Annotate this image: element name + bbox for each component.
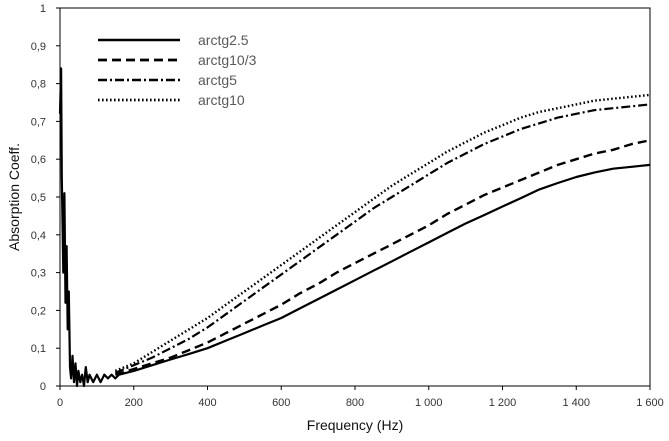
series-line-2: [114, 139, 651, 376]
y-tick-label: 0,6: [31, 154, 46, 166]
x-tick-label: 1 000: [415, 397, 443, 409]
legend-label-3: arctg5: [198, 72, 237, 88]
legend-label-2: arctg10/3: [198, 52, 257, 68]
series-line-3: [114, 103, 651, 374]
y-axis-title: Absorption Coeff.: [6, 143, 22, 251]
tick-labels: 0 0,1 0,2 0,3 0,4 0,5 0,6 0,7 0,8 0,9 1 0 200 400 600 8…: [31, 3, 664, 409]
y-tick-label: 0: [40, 381, 46, 393]
y-tick-label: 0,4: [31, 230, 46, 242]
y-tick-label: 0,8: [31, 79, 46, 91]
x-tick-label: 200: [125, 397, 143, 409]
legend-label-1: arctg2.5: [198, 32, 249, 48]
x-tick-label: 600: [272, 397, 290, 409]
x-axis-title: Frequency (Hz): [307, 417, 403, 433]
y-tick-label: 1: [40, 3, 46, 15]
legend-label-4: arctg10: [198, 92, 245, 108]
y-tick-label: 0,2: [31, 305, 46, 317]
y-tick-label: 0,3: [31, 268, 46, 280]
axes: [56, 7, 651, 390]
x-tick-label: 800: [346, 397, 364, 409]
x-tick-label: 1 400: [562, 397, 590, 409]
series-lines: [58, 67, 651, 388]
y-tick-label: 0,1: [31, 343, 46, 355]
y-tick-label: 0,7: [31, 116, 46, 128]
y-tick-label: 0,9: [31, 41, 46, 53]
x-tick-label: 1 200: [489, 397, 517, 409]
plot-area-frame: [59, 7, 651, 387]
x-tick-label: 0: [57, 397, 63, 409]
x-tick-label: 400: [198, 397, 216, 409]
series-line-4: [114, 93, 651, 373]
x-tick-label: 1 600: [636, 397, 664, 409]
y-tick-label: 0,5: [31, 192, 46, 204]
legend: arctg2.5 arctg10/3 arctg5 arctg10: [98, 32, 257, 108]
